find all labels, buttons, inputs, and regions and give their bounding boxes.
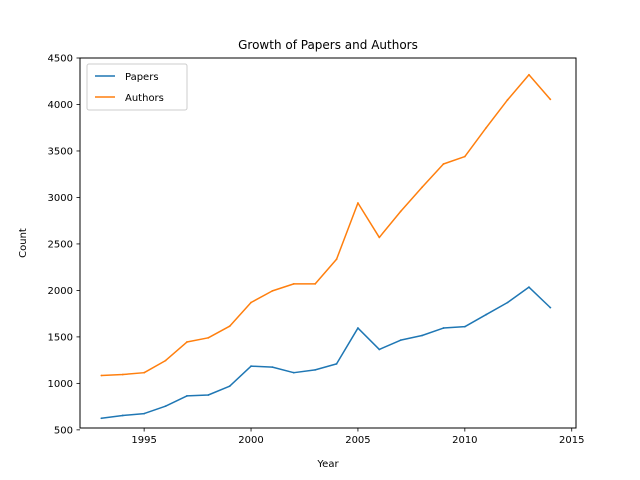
series-line-authors: [101, 73, 551, 377]
data-point-papers: [357, 327, 359, 329]
legend-label-papers: Papers: [125, 72, 159, 83]
data-point-papers: [549, 306, 552, 309]
data-point-authors: [207, 336, 210, 339]
x-tick-label: 2010: [452, 435, 477, 446]
data-point-authors: [314, 283, 317, 285]
y-tick-label: 2500: [48, 239, 73, 250]
data-point-papers: [207, 394, 210, 396]
data-point-papers: [143, 412, 146, 415]
y-tick-label: 1500: [48, 332, 73, 343]
data-point-authors: [528, 73, 530, 76]
data-point-papers: [271, 366, 274, 369]
x-tick-label: 2000: [238, 435, 263, 446]
x-tick-label: 2005: [345, 435, 370, 446]
data-point-authors: [250, 301, 252, 304]
data-point-authors: [485, 126, 488, 129]
data-point-authors: [506, 98, 509, 101]
data-point-papers: [185, 395, 188, 397]
legend: Papers Authors: [86, 63, 188, 111]
y-tick-label: 4500: [48, 54, 73, 65]
data-point-authors: [442, 163, 445, 165]
legend-label-authors: Authors: [125, 93, 164, 104]
x-tick-label: 1995: [131, 435, 156, 446]
data-point-authors: [378, 236, 381, 239]
data-point-papers: [228, 385, 231, 388]
data-point-authors: [228, 325, 231, 328]
data-point-papers: [485, 313, 488, 316]
data-point-papers: [378, 348, 381, 351]
data-point-papers: [399, 339, 402, 342]
data-point-papers: [335, 362, 338, 365]
data-point-papers: [506, 301, 509, 304]
data-point-papers: [463, 325, 466, 328]
data-point-papers: [250, 365, 252, 368]
data-point-authors: [121, 373, 124, 376]
data-point-authors: [399, 210, 402, 213]
y-tick-label: 4000: [48, 100, 73, 111]
series-line-papers: [101, 286, 551, 419]
data-point-authors: [100, 374, 103, 377]
data-point-authors: [463, 155, 466, 158]
data-point-authors: [143, 371, 146, 374]
y-tick-label: 500: [54, 425, 73, 436]
data-point-authors: [164, 359, 167, 362]
data-point-authors: [549, 98, 552, 101]
data-point-papers: [121, 414, 124, 417]
plot-area: [100, 73, 552, 420]
data-point-authors: [185, 341, 188, 343]
y-axis-label: Count: [18, 228, 29, 258]
y-tick-label: 3500: [48, 146, 73, 157]
data-point-papers: [100, 417, 103, 420]
y-tick-label: 3000: [48, 193, 73, 204]
plot-frame: [79, 57, 577, 429]
data-point-authors: [357, 202, 359, 204]
data-point-papers: [314, 368, 317, 371]
data-point-authors: [292, 283, 295, 285]
data-point-authors: [271, 289, 274, 292]
data-point-papers: [421, 334, 423, 337]
data-point-papers: [528, 286, 530, 289]
data-point-papers: [164, 405, 167, 408]
x-axis-label: Year: [316, 459, 339, 470]
x-tick-label: 2015: [559, 435, 584, 446]
data-point-papers: [442, 327, 445, 329]
data-point-authors: [421, 186, 423, 189]
chart-title: Growth of Papers and Authors: [238, 38, 418, 52]
y-tick-label: 2000: [48, 286, 73, 297]
y-tick-label: 1000: [48, 379, 73, 390]
data-point-authors: [335, 258, 338, 261]
data-point-papers: [292, 371, 295, 374]
